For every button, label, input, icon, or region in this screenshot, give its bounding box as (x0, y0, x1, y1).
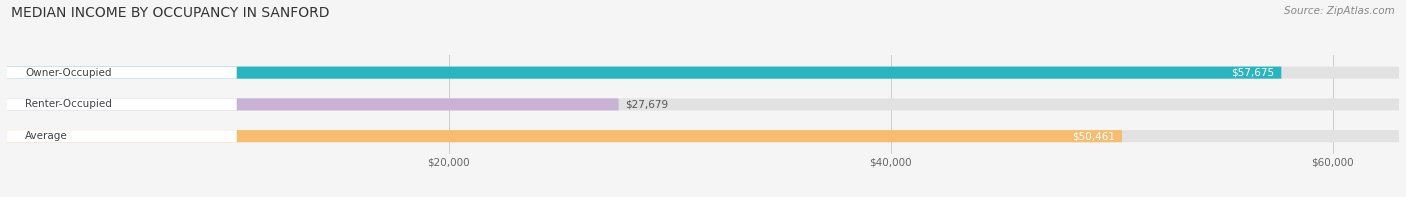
FancyBboxPatch shape (7, 130, 1122, 142)
FancyBboxPatch shape (7, 67, 1399, 79)
FancyBboxPatch shape (7, 98, 236, 111)
Text: Renter-Occupied: Renter-Occupied (25, 99, 112, 109)
FancyBboxPatch shape (7, 67, 236, 79)
FancyBboxPatch shape (7, 67, 1281, 79)
Text: Source: ZipAtlas.com: Source: ZipAtlas.com (1284, 6, 1395, 16)
Text: MEDIAN INCOME BY OCCUPANCY IN SANFORD: MEDIAN INCOME BY OCCUPANCY IN SANFORD (11, 6, 330, 20)
Text: Average: Average (25, 131, 67, 141)
Text: $57,675: $57,675 (1232, 68, 1274, 78)
Text: $27,679: $27,679 (626, 99, 669, 109)
Text: Owner-Occupied: Owner-Occupied (25, 68, 112, 78)
FancyBboxPatch shape (7, 98, 619, 111)
Text: $50,461: $50,461 (1071, 131, 1115, 141)
FancyBboxPatch shape (7, 130, 1399, 142)
FancyBboxPatch shape (7, 130, 236, 142)
FancyBboxPatch shape (7, 98, 1399, 111)
